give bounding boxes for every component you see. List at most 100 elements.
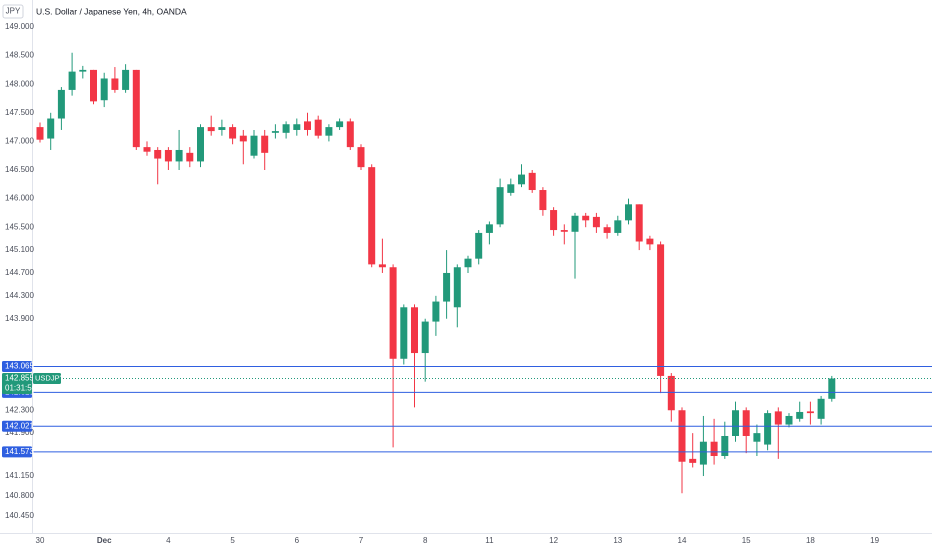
candle-body — [79, 69, 87, 72]
chart-title: U.S. Dollar / Japanese Yen, 4h, OANDA — [36, 6, 187, 16]
candle-body — [47, 118, 55, 139]
candle-body — [36, 127, 44, 140]
x-tick-label: 30 — [36, 536, 45, 545]
y-tick-label: 140.800 — [5, 491, 34, 500]
candle-body — [774, 411, 782, 425]
candle-body — [336, 121, 344, 128]
candle-body — [389, 267, 397, 359]
candle-body — [250, 135, 258, 156]
candle-body — [603, 227, 611, 233]
candle-body — [90, 69, 97, 102]
candle-body — [186, 152, 194, 162]
x-tick-label: Dec — [97, 536, 112, 545]
symbol-box — [33, 372, 61, 384]
candle-body — [475, 232, 483, 259]
y-tick-label: 142.300 — [5, 405, 34, 414]
candle-body — [57, 89, 65, 119]
candle-body — [197, 127, 204, 162]
y-tick-label: 145.100 — [5, 245, 34, 254]
x-tick-label: 14 — [678, 536, 687, 545]
price-line-label: 141.573 — [5, 447, 34, 456]
candle-body — [582, 215, 590, 221]
candle-body — [646, 238, 654, 245]
price-line-label: 142.021 — [5, 421, 34, 430]
price-line-label-box — [2, 446, 32, 458]
candle-body — [111, 78, 119, 90]
y-tick-label: 145.500 — [5, 222, 34, 231]
x-tick-label: 12 — [549, 536, 558, 545]
candle-body — [368, 167, 376, 265]
candle-body — [699, 441, 707, 465]
candle-body — [667, 375, 675, 411]
candle-body — [817, 398, 825, 419]
y-tick-label: 146.000 — [5, 194, 34, 203]
candle-body — [293, 124, 301, 130]
candle-body — [485, 224, 493, 233]
currency-label[interactable]: JPY — [6, 7, 21, 16]
countdown: 01:31:56 — [5, 384, 37, 393]
candle-body — [796, 411, 804, 419]
y-tick-label: 149.000 — [5, 22, 34, 31]
y-tick-label: 140.450 — [5, 511, 34, 520]
candle-body — [378, 264, 386, 268]
candle-body — [207, 127, 215, 132]
candle-body — [143, 147, 151, 152]
candle-body — [560, 230, 568, 232]
candle-body — [806, 411, 814, 414]
x-tick-label: 19 — [870, 536, 879, 545]
candle-body — [229, 127, 237, 139]
candle-body — [175, 149, 183, 162]
candle-body — [421, 321, 429, 354]
candle-body — [239, 135, 247, 142]
candle-body — [304, 121, 311, 130]
x-tick-label: 13 — [613, 536, 622, 545]
x-tick-label: 4 — [166, 536, 171, 545]
candle-body — [271, 131, 279, 133]
y-tick-label: 147.500 — [5, 108, 34, 117]
candle-body — [635, 204, 643, 242]
candle-body — [657, 244, 665, 376]
candle-body — [721, 435, 729, 457]
candle-body — [432, 301, 440, 322]
candle-body — [68, 71, 76, 90]
candle-body — [122, 69, 130, 90]
candle-body — [764, 413, 772, 445]
candle-body — [678, 410, 686, 462]
price-line-label-box — [2, 420, 32, 432]
x-tick-label: 18 — [806, 536, 815, 545]
candle-body — [325, 127, 333, 136]
symbol-label: USDJPY — [35, 373, 65, 382]
candle-body — [507, 184, 515, 193]
x-tick-label: 6 — [295, 536, 300, 545]
candle-body — [518, 174, 525, 185]
candle-body — [346, 121, 354, 148]
y-tick-label: 148.500 — [5, 51, 34, 60]
candle-body — [132, 69, 140, 148]
candle-body — [710, 441, 718, 457]
x-tick-label: 11 — [485, 536, 494, 545]
candle-body — [464, 258, 472, 268]
candle-body — [689, 458, 697, 463]
price-line-label: 143.065 — [5, 362, 34, 371]
candle-body — [357, 147, 365, 168]
candle-body — [550, 210, 558, 231]
candle-body — [400, 307, 408, 359]
candle-body — [164, 149, 172, 162]
candle-body — [100, 78, 108, 101]
last-price-label: 142.855 — [5, 374, 34, 383]
y-tick-label: 147.000 — [5, 137, 34, 146]
price-line-label-box — [2, 360, 32, 372]
x-tick-label: 15 — [742, 536, 751, 545]
candle-body — [314, 119, 322, 136]
candle-body — [443, 272, 451, 302]
candle-body — [261, 135, 269, 153]
candle-body — [592, 216, 600, 228]
candle-body — [282, 124, 290, 133]
currency-box[interactable] — [2, 4, 24, 19]
x-tick-label: 8 — [423, 536, 428, 545]
last-price-box — [2, 372, 32, 394]
candle-body — [742, 410, 750, 436]
x-tick-label: 7 — [359, 536, 364, 545]
candle-body — [154, 149, 162, 159]
